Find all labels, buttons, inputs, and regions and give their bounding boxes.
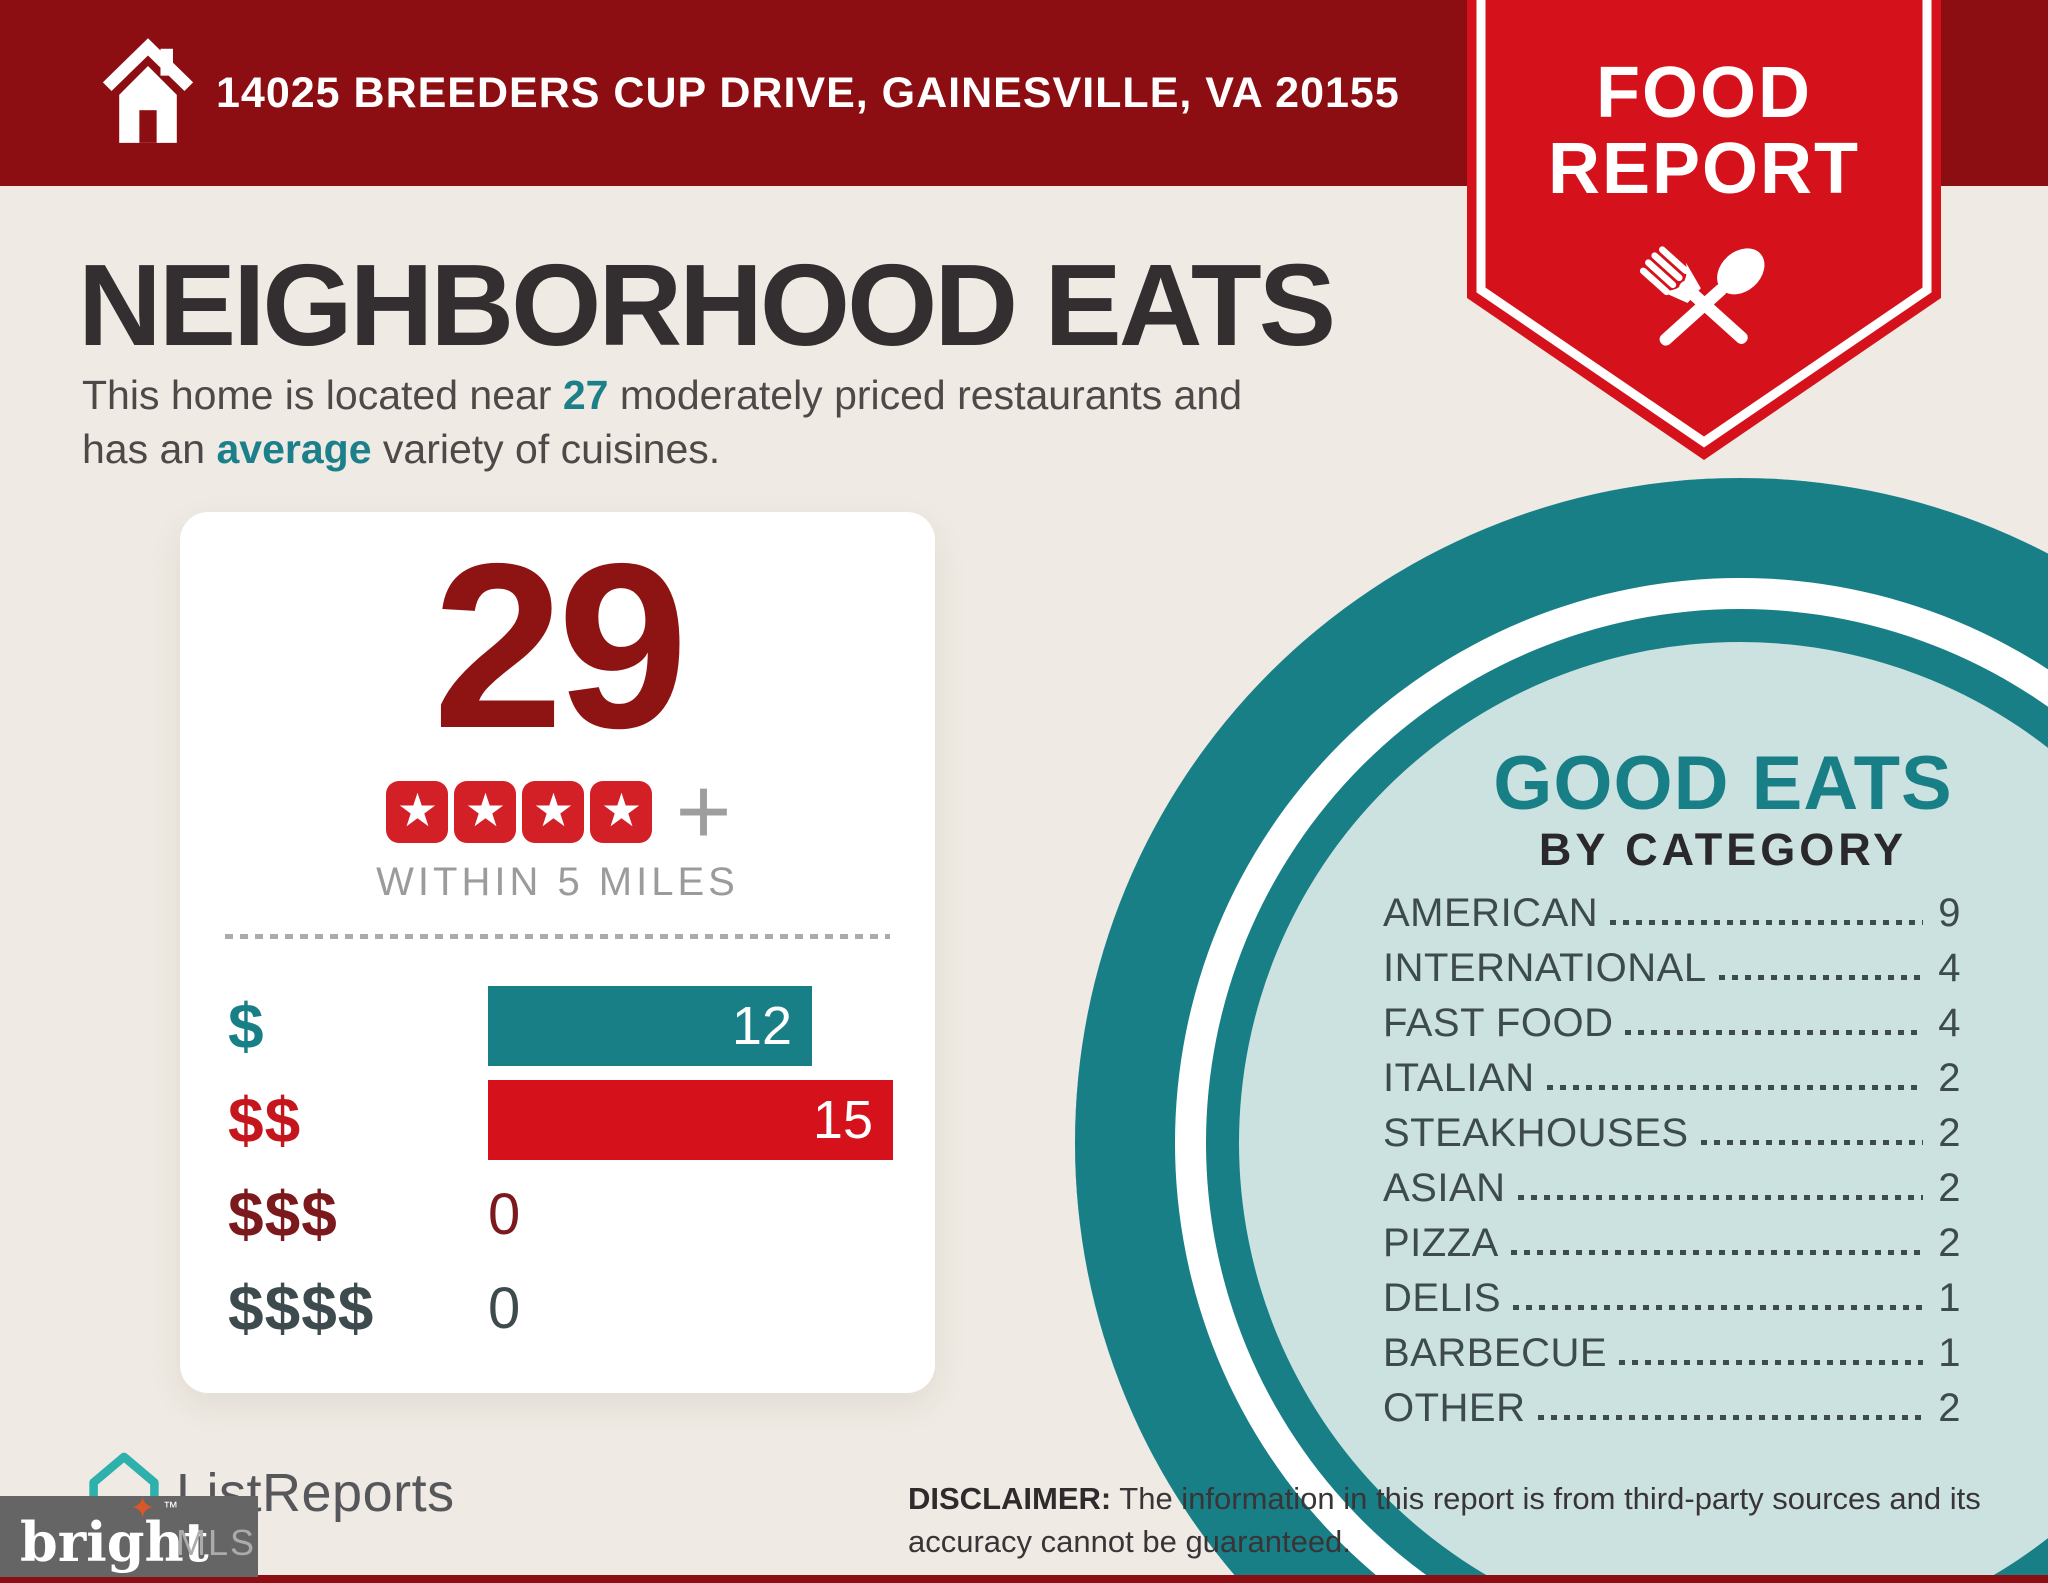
- disclaimer: DISCLAIMER: The information in this repo…: [908, 1478, 2048, 1564]
- page-subtitle: This home is located near 27 moderately …: [82, 368, 1482, 476]
- category-list: AMERICAN 9 INTERNATIONAL 4 FAST FOOD 4 ITAL…: [1383, 878, 1961, 1428]
- price-tier-label: $$$$: [228, 1272, 375, 1344]
- category-value: 9: [1938, 891, 1961, 935]
- category-value: 2: [1938, 1386, 1961, 1430]
- ribbon-shape: [1467, 0, 1941, 460]
- price-row-2: $$ 15: [180, 1073, 935, 1167]
- house-icon: [102, 38, 194, 143]
- price-tier-label: $: [228, 990, 265, 1062]
- category-row-barbecue: BARBECUE 1: [1383, 1318, 1961, 1373]
- subtitle-text: This home is located near: [82, 372, 563, 418]
- dotted-leader: [1718, 975, 1923, 980]
- bar-value: 12: [731, 996, 792, 1056]
- category-row-delis: DELIS 1: [1383, 1263, 1961, 1318]
- dotted-leader: [1619, 1360, 1923, 1365]
- mls-wordmark: MLS: [176, 1522, 257, 1563]
- good-eats-title: GOOD EATS: [1493, 741, 1953, 826]
- category-label: FAST FOOD: [1383, 1001, 1614, 1045]
- subtitle-text: variety of cuisines.: [371, 426, 721, 472]
- restaurant-count-accent: 27: [562, 372, 609, 418]
- category-row-american: AMERICAN 9: [1383, 878, 1961, 933]
- category-row-italian: ITALIAN 2: [1383, 1043, 1961, 1098]
- category-value: 2: [1938, 1056, 1961, 1100]
- price-tier-chart: $ 12 $$ 15 $$$ 0 $$$$ 0: [180, 979, 935, 1355]
- category-value: 2: [1938, 1221, 1961, 1265]
- dotted-leader: [1517, 1195, 1923, 1200]
- bottom-border: [0, 1575, 2048, 1583]
- subtitle-text: moderately priced restaurants and: [608, 372, 1243, 418]
- star-icon: ★: [386, 781, 449, 843]
- price-row-1: $ 12: [180, 979, 935, 1073]
- category-label: AMERICAN: [1383, 891, 1599, 935]
- category-label: ITALIAN: [1383, 1056, 1535, 1100]
- star-icon: ★: [454, 781, 517, 843]
- restaurant-count: 29: [432, 514, 688, 777]
- category-label: OTHER: [1383, 1386, 1526, 1430]
- property-address: 14025 BREEDERS CUP DRIVE, GAINESVILLE, V…: [216, 69, 1400, 117]
- category-label: DELIS: [1383, 1276, 1502, 1320]
- category-value: 2: [1938, 1166, 1961, 1210]
- disclaimer-label: DISCLAIMER:: [908, 1481, 1112, 1516]
- price-row-3: $$$ 0: [180, 1167, 935, 1261]
- category-label: PIZZA: [1383, 1221, 1499, 1265]
- category-row-pizza: PIZZA 2: [1383, 1208, 1961, 1263]
- dotted-leader: [1537, 1415, 1923, 1420]
- category-value: 1: [1938, 1331, 1961, 1375]
- plus-icon: +: [675, 758, 732, 865]
- bar-double-dollar: 15: [488, 1080, 893, 1160]
- star-rating: ★ ★ ★ ★ +: [180, 758, 935, 865]
- category-value: 4: [1938, 946, 1961, 990]
- category-value: 4: [1938, 1001, 1961, 1045]
- dotted-leader: [1610, 920, 1923, 925]
- zero-value: 0: [488, 1181, 521, 1247]
- restaurant-summary-card: 29 ★ ★ ★ ★ + WITHIN 5 MILES $ 12 $$ 15: [180, 512, 935, 1393]
- trademark-symbol: ™: [163, 1499, 178, 1516]
- category-label: BARBECUE: [1383, 1331, 1608, 1375]
- page-title: NEIGHBORHOOD EATS: [78, 240, 1336, 370]
- category-row-international: INTERNATIONAL 4: [1383, 933, 1961, 988]
- price-row-4: $$$$ 0: [180, 1261, 935, 1355]
- bright-mls-logo: bright ✦ ™ MLS: [0, 1492, 258, 1577]
- dotted-leader: [1700, 1140, 1923, 1145]
- subtitle-text: has an: [82, 426, 217, 472]
- disclaimer-text: The information in this report is from t…: [908, 1481, 1981, 1559]
- category-row-steakhouses: STEAKHOUSES 2: [1383, 1098, 1961, 1153]
- category-label: INTERNATIONAL: [1383, 946, 1707, 990]
- bright-wordmark: bright: [20, 1510, 209, 1574]
- food-report-ribbon: FOOD REPORT: [1467, 0, 1941, 462]
- category-label: ASIAN: [1383, 1166, 1506, 1210]
- dotted-leader: [1625, 1030, 1923, 1035]
- dotted-leader: [1510, 1250, 1923, 1255]
- dotted-leader: [1513, 1305, 1923, 1310]
- category-label: STEAKHOUSES: [1383, 1111, 1689, 1155]
- good-eats-subtitle: BY CATEGORY: [1538, 824, 1908, 875]
- category-row-asian: ASIAN 2: [1383, 1153, 1961, 1208]
- bar-value: 15: [812, 1090, 873, 1150]
- category-value: 1: [1938, 1276, 1961, 1320]
- spoon-fork-icon: [1639, 246, 1765, 346]
- bright-star-icon: ✦: [130, 1492, 156, 1525]
- price-tier-label: $$: [228, 1084, 302, 1156]
- star-icon: ★: [590, 781, 653, 843]
- star-icon: ★: [522, 781, 585, 843]
- category-row-fast-food: FAST FOOD 4: [1383, 988, 1961, 1043]
- category-value: 2: [1938, 1111, 1961, 1155]
- zero-value: 0: [488, 1275, 521, 1341]
- price-tier-label: $$$: [228, 1178, 338, 1250]
- variety-accent: average: [216, 426, 372, 472]
- ribbon-title-line1: FOOD: [1596, 53, 1812, 133]
- category-row-other: OTHER 2: [1383, 1373, 1961, 1428]
- radius-label: WITHIN 5 MILES: [376, 860, 739, 904]
- divider: [225, 934, 890, 939]
- dotted-leader: [1546, 1085, 1923, 1090]
- bar-dollar: 12: [488, 986, 812, 1066]
- ribbon-title-line2: REPORT: [1547, 129, 1861, 209]
